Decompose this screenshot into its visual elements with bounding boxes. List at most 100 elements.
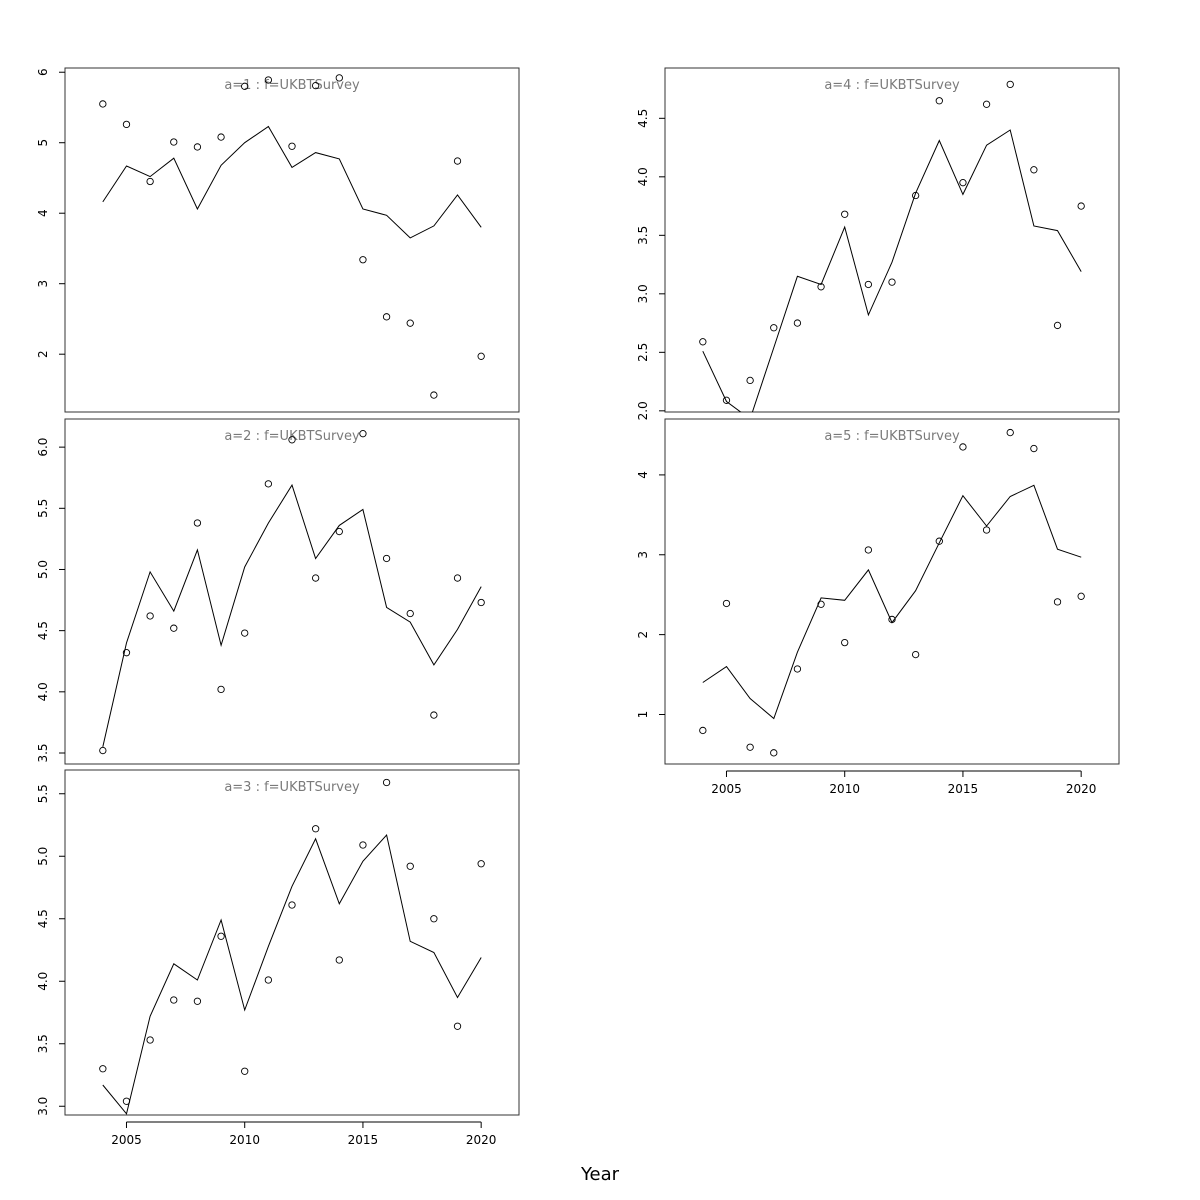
- observed-point: [477, 598, 485, 607]
- observed-point: [264, 480, 273, 488]
- panel-3: 3.0 3.5 4.0 4.5 5.0 5.5 2005 2010 2015 2020 a=3 : …: [36, 769, 520, 1147]
- observed-point: [864, 546, 873, 554]
- observed-point: [241, 82, 249, 90]
- observed-point: [99, 1065, 107, 1073]
- observed-point: [453, 574, 462, 582]
- y-tick-label: 4.0: [36, 972, 50, 991]
- x-tick-label: 2010: [229, 1133, 260, 1147]
- observed-point: [311, 81, 320, 90]
- observed-point: [699, 726, 707, 735]
- observed-point: [1053, 598, 1062, 606]
- panel-frame: [664, 418, 1120, 765]
- observed-point: [359, 430, 367, 438]
- observed-point: [793, 665, 802, 673]
- observed-point: [722, 396, 731, 404]
- observed-point: [888, 278, 896, 286]
- panel-label: a=3 : f=UKBTSurvey: [224, 780, 360, 795]
- panel-data: [699, 80, 1085, 412]
- y-tick-label: 4.5: [636, 109, 650, 128]
- x-tick-label: 2010: [829, 782, 860, 796]
- observed-point: [430, 391, 438, 399]
- observed-point: [288, 901, 296, 909]
- observed-point: [477, 352, 485, 360]
- observed-point: [1006, 80, 1014, 89]
- y-tick-label: 4: [36, 209, 50, 217]
- observed-point: [911, 191, 920, 200]
- x-tick-label: 2005: [711, 782, 742, 796]
- y-tick-label: 3: [636, 551, 650, 559]
- observed-point: [430, 711, 438, 719]
- fitted-line: [102, 833, 482, 1115]
- y-tick-label: 4.5: [36, 909, 50, 928]
- observed-point: [406, 609, 414, 618]
- panel-data: [699, 428, 1085, 757]
- x-tick-label: 2020: [1066, 782, 1097, 796]
- panel-frame: [64, 418, 520, 765]
- observed-point: [335, 527, 343, 536]
- y-tick-label: 2: [636, 631, 650, 639]
- observed-point: [453, 1022, 462, 1030]
- observed-point: [841, 210, 849, 218]
- observed-point: [264, 76, 273, 84]
- observed-point: [170, 996, 178, 1004]
- y-tick-label: 5.5: [36, 784, 50, 803]
- x-tick-label: 2020: [466, 1133, 497, 1147]
- y-tick-label: 3.5: [36, 1034, 50, 1053]
- observed-point: [817, 600, 825, 608]
- observed-point: [959, 179, 967, 187]
- y-tick-label: 4.5: [36, 621, 50, 640]
- fitted-line: [702, 129, 1082, 412]
- observed-point: [770, 749, 778, 757]
- observed-point: [746, 376, 754, 385]
- observed-point: [241, 1067, 249, 1075]
- observed-point: [99, 746, 107, 755]
- observed-point: [982, 100, 991, 108]
- y-tick-label: 4.0: [36, 682, 50, 701]
- observed-point: [241, 629, 249, 637]
- y-tick-label: 3.0: [636, 284, 650, 303]
- observed-point: [770, 324, 778, 332]
- x-tick-label: 2015: [948, 782, 979, 796]
- y-tick-label: 6: [36, 68, 50, 76]
- fitted-line: [102, 483, 482, 748]
- y-tick-label: 3: [36, 280, 50, 288]
- observed-point: [311, 574, 320, 582]
- observed-point: [935, 97, 943, 105]
- panel-5: 1 2 3 4 2005 2010 2015 2020 a=5 : f=UKBTSurvey: [636, 418, 1120, 796]
- observed-point: [477, 860, 485, 868]
- observed-point: [888, 615, 896, 624]
- observed-point: [359, 841, 367, 849]
- y-tick-label: 4: [636, 471, 650, 479]
- observed-point: [982, 526, 991, 534]
- observed-point: [699, 338, 707, 346]
- x-tick-label: 2005: [111, 1133, 142, 1147]
- x-tick-label: 2015: [348, 1133, 379, 1147]
- observed-point: [1053, 321, 1062, 330]
- observed-point: [170, 624, 178, 632]
- y-tick-label: 2.5: [636, 343, 650, 362]
- panel-4: 2.0 2.5 3.0 3.5 4.0 4.5 a=4 : f=UKBTSurvey: [636, 67, 1120, 420]
- observed-point: [911, 650, 920, 659]
- observed-point: [146, 1036, 154, 1044]
- observed-point: [793, 319, 802, 327]
- y-tick-label: 3.5: [636, 226, 650, 245]
- observed-point: [335, 956, 343, 964]
- y-tick-label: 5.0: [36, 560, 50, 579]
- panels-layer: 2 3 4 5 6 a=1 : f=UKBTSurvey 3.5 4.0 4.5 5.0 5.5 6.…: [36, 67, 1120, 1147]
- y-tick-label: 5.5: [36, 499, 50, 518]
- panel-label: a=5 : f=UKBTSurvey: [824, 429, 960, 444]
- observed-point: [746, 743, 754, 751]
- observed-point: [193, 519, 202, 527]
- fitted-line: [102, 125, 482, 239]
- observed-point: [841, 638, 849, 647]
- observed-point: [122, 1097, 131, 1105]
- observed-point: [146, 177, 154, 186]
- observed-point: [453, 157, 462, 165]
- y-tick-label: 3.0: [36, 1097, 50, 1116]
- fitted-line: [702, 484, 1082, 720]
- observed-point: [406, 319, 414, 327]
- panel-data: [99, 74, 485, 399]
- observed-point: [217, 932, 225, 940]
- panel-label: a=4 : f=UKBTSurvey: [824, 78, 960, 93]
- panel-data: [99, 778, 485, 1115]
